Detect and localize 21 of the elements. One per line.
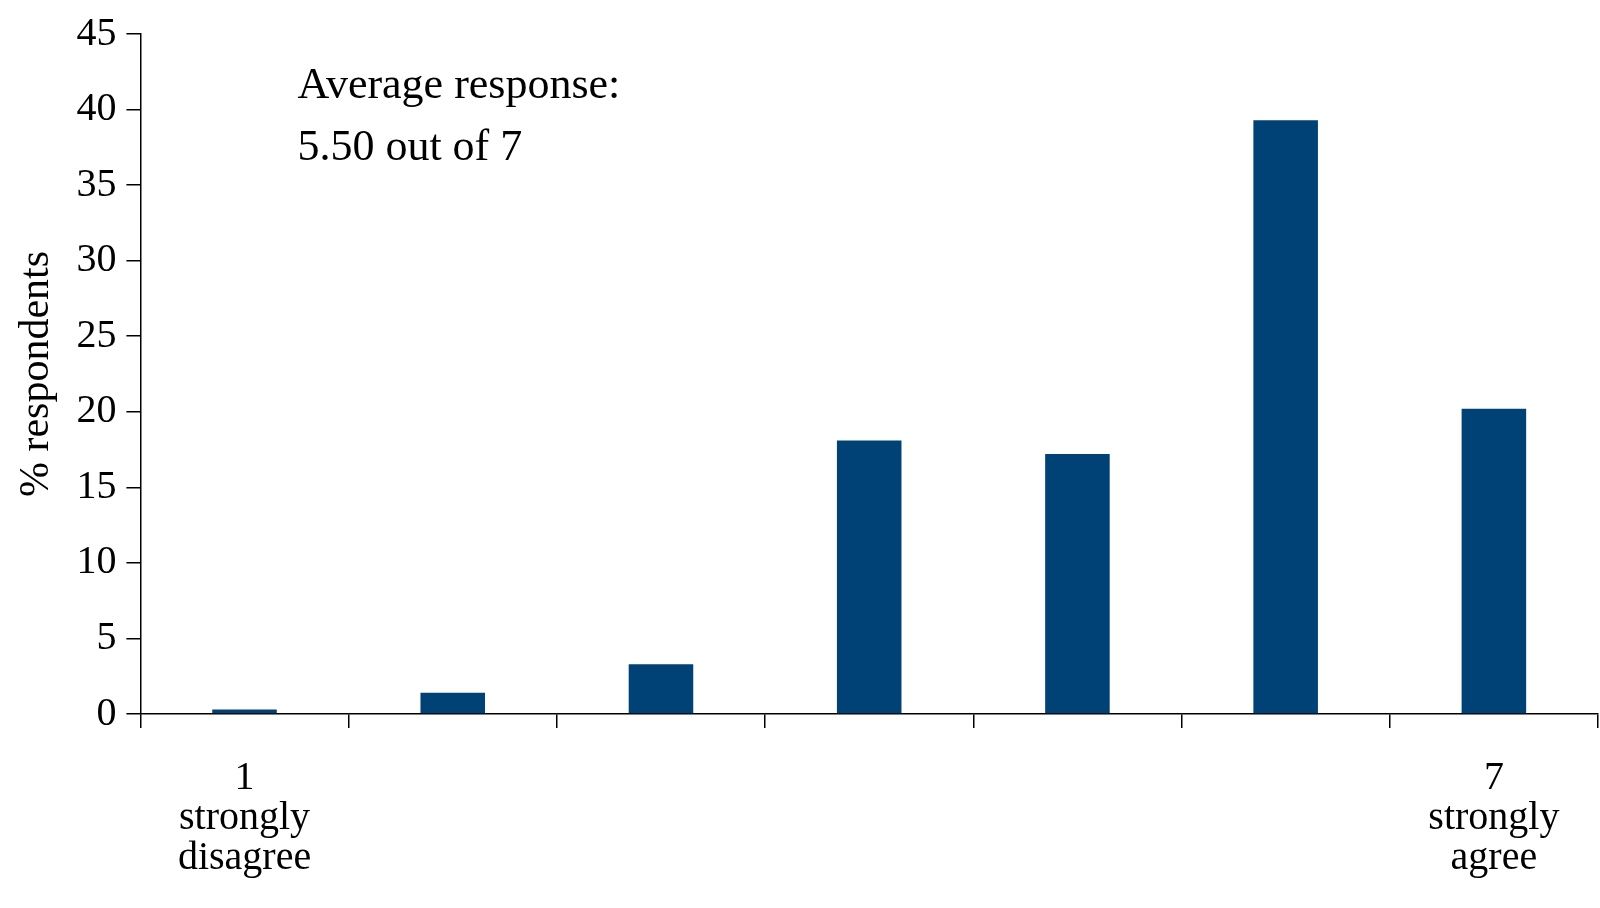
y-tick-label: 40 [76, 84, 117, 130]
bar [420, 692, 486, 714]
y-axis-title: % respondents [11, 250, 58, 498]
y-tick-label: 20 [76, 386, 117, 432]
y-tick-label: 25 [76, 310, 117, 356]
x-tick-label: 1 strongly disagree [177, 752, 312, 878]
bar [836, 440, 902, 714]
y-tick-label: 15 [76, 461, 117, 507]
annotation: Average response: 5.50 out of 7 [297, 58, 621, 170]
bar [1253, 120, 1318, 714]
bar [628, 664, 694, 714]
bar [1045, 454, 1110, 714]
bar [212, 709, 277, 714]
y-tick-label: 10 [76, 537, 117, 583]
bar [1461, 408, 1527, 714]
x-tick-label: 7 strongly agree [1428, 752, 1560, 878]
y-tick-label: 30 [76, 235, 117, 281]
y-tick-label: 5 [96, 612, 117, 658]
y-tick-label: 45 [76, 8, 117, 54]
y-tick-label: 35 [76, 159, 117, 205]
y-tick-label: 0 [96, 688, 117, 734]
